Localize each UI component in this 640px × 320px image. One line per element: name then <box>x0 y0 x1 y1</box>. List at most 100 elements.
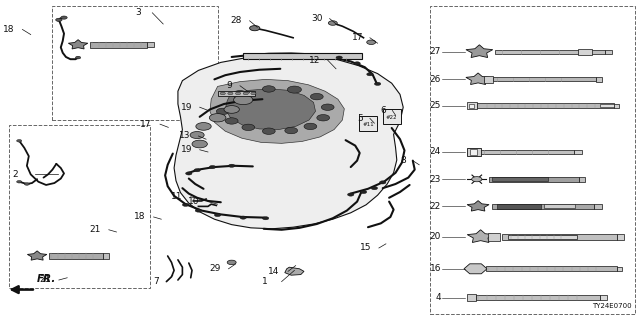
Circle shape <box>56 18 62 21</box>
Polygon shape <box>225 89 316 130</box>
Text: 12: 12 <box>308 56 320 65</box>
Text: 29: 29 <box>209 264 221 273</box>
Circle shape <box>304 123 317 130</box>
Circle shape <box>214 213 221 217</box>
Circle shape <box>190 132 204 139</box>
Circle shape <box>250 26 260 31</box>
Bar <box>578 49 592 55</box>
Bar <box>467 148 481 156</box>
Text: 19: 19 <box>180 145 192 154</box>
Bar <box>477 103 614 108</box>
Circle shape <box>17 140 22 142</box>
Bar <box>492 204 595 209</box>
Text: 13: 13 <box>179 132 191 140</box>
Circle shape <box>209 165 216 169</box>
Bar <box>600 295 607 300</box>
Polygon shape <box>466 45 493 58</box>
Text: 19: 19 <box>180 103 192 112</box>
Circle shape <box>317 115 330 121</box>
Bar <box>493 77 596 82</box>
Circle shape <box>360 190 367 194</box>
Bar <box>469 104 474 108</box>
Text: 20: 20 <box>429 232 441 241</box>
Polygon shape <box>467 230 494 243</box>
Circle shape <box>196 123 211 130</box>
Text: 27: 27 <box>429 47 441 56</box>
Text: 11: 11 <box>171 192 182 201</box>
Circle shape <box>262 128 275 134</box>
Bar <box>495 50 605 54</box>
Bar <box>49 253 103 259</box>
Text: 30: 30 <box>311 14 323 23</box>
Bar <box>617 267 622 271</box>
Text: 6: 6 <box>380 106 386 115</box>
Polygon shape <box>466 73 490 84</box>
Circle shape <box>24 183 29 185</box>
Bar <box>492 177 548 181</box>
Circle shape <box>240 216 246 219</box>
Text: 14: 14 <box>268 267 280 276</box>
Circle shape <box>348 193 354 196</box>
Circle shape <box>228 92 233 95</box>
Bar <box>103 253 109 259</box>
Text: 10: 10 <box>188 197 200 206</box>
Bar <box>481 150 574 154</box>
Bar <box>52 6 218 120</box>
Text: 21: 21 <box>90 225 101 234</box>
Circle shape <box>220 92 225 95</box>
Circle shape <box>243 92 248 95</box>
Circle shape <box>336 56 342 59</box>
Circle shape <box>262 217 269 220</box>
Circle shape <box>374 82 381 85</box>
Bar <box>605 50 612 54</box>
Bar <box>9 125 150 288</box>
Bar <box>90 42 147 48</box>
Bar <box>218 91 255 96</box>
Bar <box>497 204 541 209</box>
Circle shape <box>232 91 248 98</box>
Circle shape <box>61 16 67 19</box>
Text: 18: 18 <box>3 25 14 34</box>
Circle shape <box>262 86 275 92</box>
Text: 8: 8 <box>401 156 406 165</box>
Bar <box>484 76 493 83</box>
Text: 22: 22 <box>429 202 441 211</box>
Bar <box>579 177 585 182</box>
Text: 3: 3 <box>135 8 141 17</box>
Text: 25: 25 <box>429 101 441 110</box>
Text: 21: 21 <box>40 276 51 284</box>
Bar <box>467 294 476 301</box>
Bar <box>544 204 575 208</box>
Text: 26: 26 <box>429 75 441 84</box>
Polygon shape <box>464 264 487 274</box>
Circle shape <box>328 21 337 25</box>
Polygon shape <box>28 251 47 260</box>
Bar <box>383 109 401 124</box>
Text: 15: 15 <box>360 244 371 252</box>
Circle shape <box>17 180 22 183</box>
Bar <box>243 53 362 59</box>
Bar <box>430 6 635 314</box>
Bar <box>616 234 624 240</box>
Polygon shape <box>467 201 489 211</box>
Text: 23: 23 <box>429 175 441 184</box>
Circle shape <box>310 93 323 100</box>
Circle shape <box>216 108 229 115</box>
Polygon shape <box>174 55 403 229</box>
Text: 28: 28 <box>230 16 242 25</box>
Circle shape <box>371 187 378 190</box>
Polygon shape <box>285 267 304 275</box>
Circle shape <box>321 104 334 110</box>
Polygon shape <box>68 40 88 49</box>
Circle shape <box>182 203 189 206</box>
Circle shape <box>194 169 200 172</box>
Bar <box>574 150 582 154</box>
Circle shape <box>380 181 386 184</box>
Bar <box>614 104 620 108</box>
Bar <box>486 266 617 271</box>
Circle shape <box>367 40 376 44</box>
Circle shape <box>251 92 256 95</box>
Bar <box>147 42 154 47</box>
Circle shape <box>76 56 81 59</box>
Text: 4: 4 <box>435 293 441 302</box>
